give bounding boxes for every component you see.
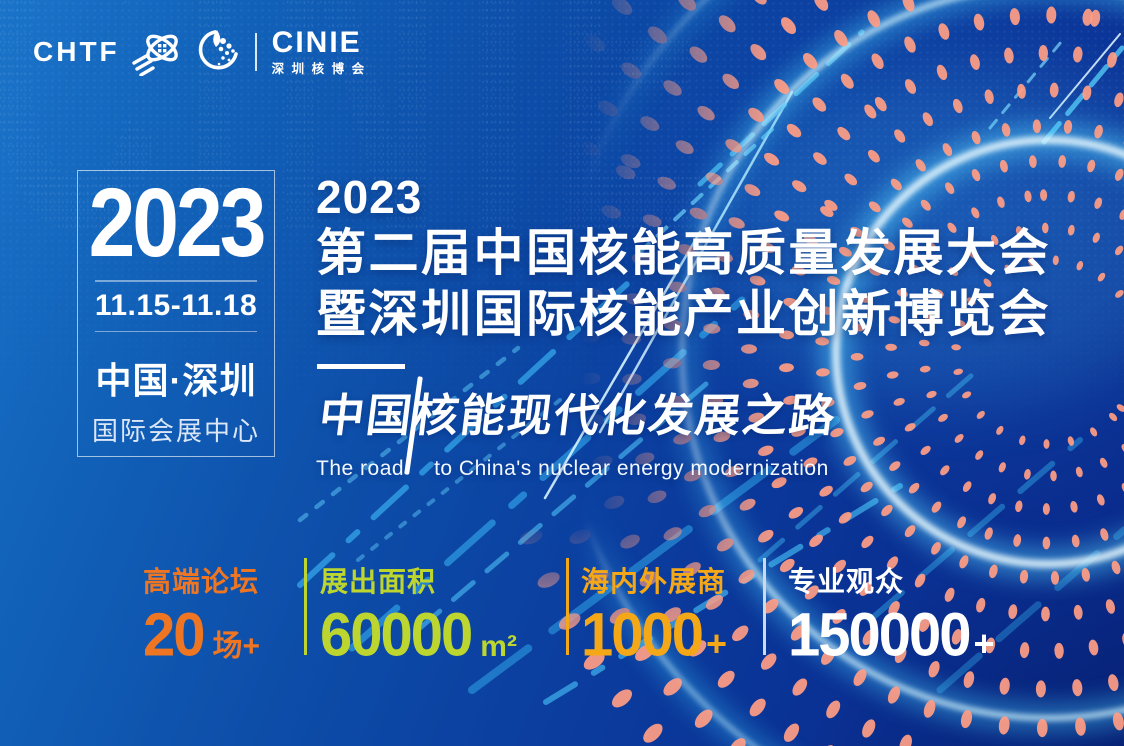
stat-value: 60000 <box>320 600 473 670</box>
stat-label: 海内外展商 <box>581 566 727 597</box>
stat-divider <box>763 558 766 655</box>
slogan-english: The road to China's nuclear energy moder… <box>316 457 833 481</box>
stat-divider <box>304 558 307 655</box>
slogan-english-right: to China's nuclear energy modernization <box>434 457 829 480</box>
date-box: 2023 11.15-11.18 中国·深圳 国际会展中心 <box>77 170 275 457</box>
chtf-logo-text: CHTF <box>33 36 120 67</box>
dotted-vortex-rings <box>487 0 1124 746</box>
stat-unit: 场+ <box>212 630 261 663</box>
title-year: 2023 <box>316 171 423 223</box>
stat-unit: m² <box>480 630 517 663</box>
slogan-chinese: 中国核能现代化发展之路 <box>316 390 840 441</box>
slogan-dash <box>317 364 405 369</box>
title-line-1: 第二届中国核能高质量发展大会 <box>316 224 1051 281</box>
stat-label: 专业观众 <box>788 566 905 597</box>
stat-exhibition-area: 展出面积 60000 m² <box>320 560 517 666</box>
glow-arcs <box>545 0 1124 746</box>
cinie-logo: CINIE 深圳核博会 <box>272 28 372 76</box>
stat-value: 150000 <box>788 600 972 670</box>
stat-value: 20 <box>143 600 205 670</box>
date-box-divider <box>95 330 257 332</box>
date-box-city: 中国·深圳 <box>95 360 257 401</box>
brand-divider <box>254 33 257 71</box>
slogan-english-left: The road <box>316 457 405 480</box>
stat-divider <box>566 558 569 655</box>
stat-unit: + <box>706 623 728 664</box>
atom-orbits-icon <box>131 34 178 76</box>
title-block: 2023 第二届中国核能高质量发展大会 暨深圳国际核能产业创新博览会 <box>316 172 1051 345</box>
date-box-divider <box>95 280 257 282</box>
stat-exhibitors: 海内外展商 1000 + <box>581 560 727 666</box>
slogan-block: 中国核能现代化发展之路 The road to China's nuclear … <box>316 360 840 481</box>
stat-value: 1000 <box>581 600 704 670</box>
stat-visitors: 专业观众 150000 + <box>788 560 995 666</box>
date-box-range: 11.15-11.18 <box>94 288 258 322</box>
stat-forums: 高端论坛 20 场+ <box>143 560 260 666</box>
dotted-sphere-icon <box>198 30 238 70</box>
cinie-logo-subtitle: 深圳核博会 <box>271 62 372 77</box>
title-line-2: 暨深圳国际核能产业创新博览会 <box>316 285 1051 342</box>
stat-label: 展出面积 <box>320 566 437 597</box>
brand-bar: CHTF <box>33 26 372 78</box>
date-box-year: 2023 <box>88 167 267 277</box>
stat-unit: + <box>973 623 995 664</box>
stat-label: 高端论坛 <box>143 566 260 597</box>
date-box-venue: 国际会展中心 <box>91 416 260 446</box>
cinie-logo-text: CINIE <box>271 26 362 60</box>
